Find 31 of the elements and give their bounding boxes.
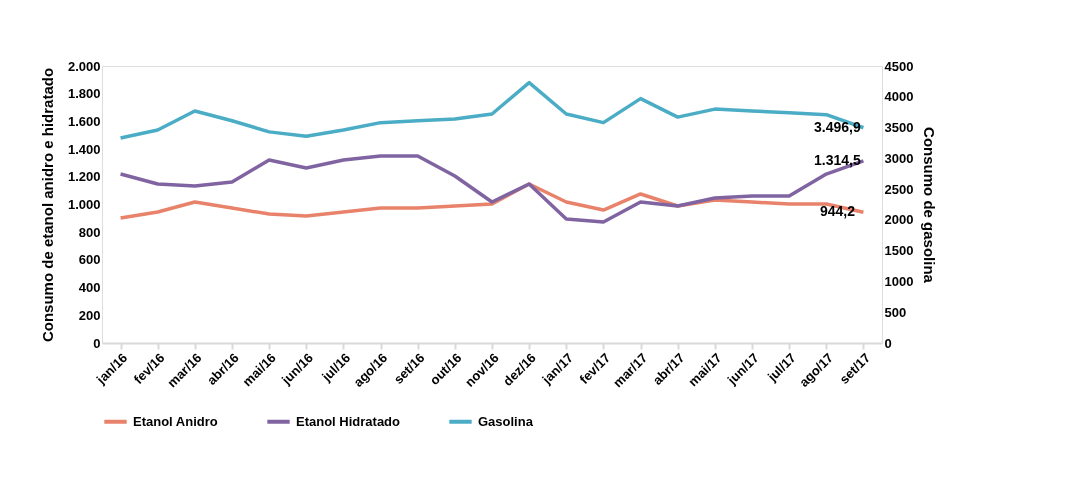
y2-tick-label: 2000 [884,212,914,228]
line-series [118,154,866,224]
legend-label: Gasolina [478,413,534,429]
y-tick-label: 2.000 [67,58,101,74]
y2-tick-label: 500 [884,304,907,320]
y2-tick-label: 3000 [884,150,914,166]
y-tick-label: 1.800 [67,86,101,102]
line-series [118,80,866,140]
y-tick-label: 1.600 [67,113,101,129]
data-label: 1.314,5 [814,151,861,168]
data-label: 3.496,9 [814,118,861,135]
y-tick-label: 1.400 [67,141,101,157]
y2-tick-label: 4500 [884,58,914,74]
y2-tick-label: 4000 [884,89,914,105]
y-tick-label: 600 [78,252,101,268]
y2-tick-label: 0 [884,335,892,351]
legend-label: Etanol Hidratado [296,413,401,429]
y-tick-label: 1.000 [67,197,101,212]
y-tick-label: 0 [93,335,101,351]
data-label: 944,2 [819,203,856,220]
y-tick-label: 200 [78,307,101,323]
y2-axis-title: Consumo de gasolina [921,127,939,284]
y2-tick-label: 1000 [884,273,914,289]
legend-label: Etanol Anidro [133,413,218,429]
y-tick-label: 800 [78,224,101,240]
y2-tick-label: 1500 [884,243,914,259]
y-axis-title: Consumo de etanol anidro e hidratado [38,67,56,343]
y2-tick-label: 3500 [884,120,914,136]
y-tick-label: 400 [78,280,101,296]
y-tick-label: 1.200 [67,169,101,185]
y2-tick-label: 2500 [884,181,914,197]
